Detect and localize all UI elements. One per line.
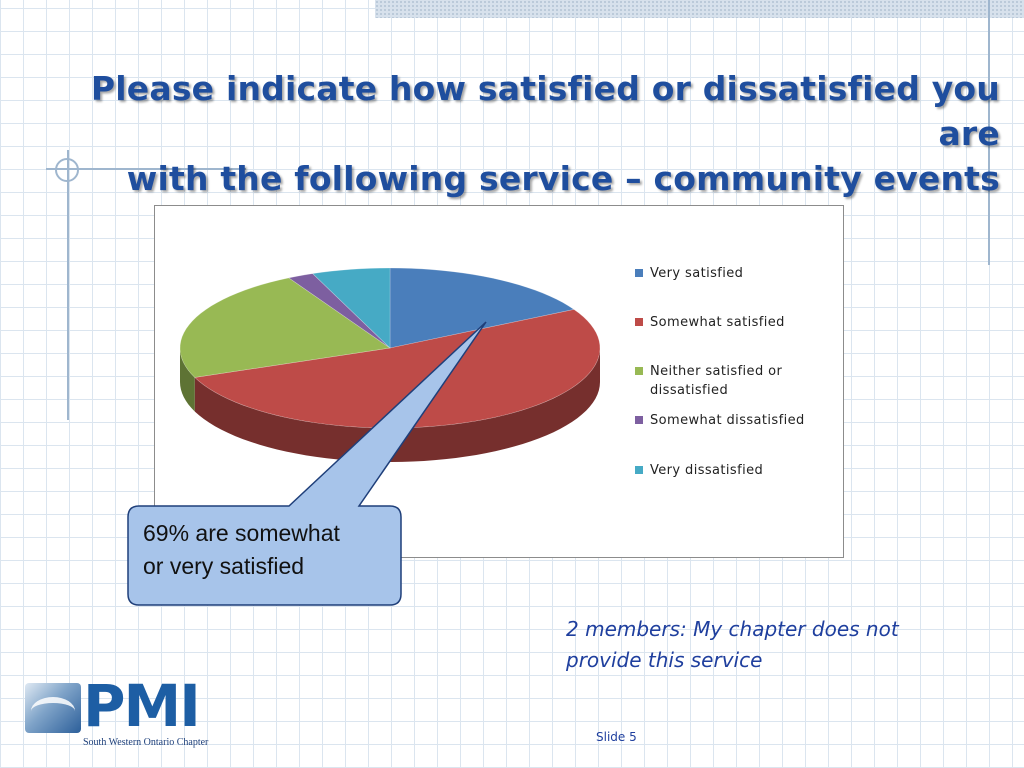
decor-line bbox=[67, 150, 69, 420]
legend-label: Somewhat dissatisfied bbox=[650, 413, 805, 428]
pie-slices bbox=[179, 267, 601, 429]
pmi-logo-caption: South Western Ontario Chapter bbox=[83, 737, 209, 748]
pmi-logo: PMI South Western Ontario Chapter bbox=[25, 677, 225, 753]
legend-swatch bbox=[635, 416, 643, 424]
callout-text: 69% are somewhat or very satisfied bbox=[143, 517, 398, 583]
legend-label: Neither satisfied or dissatisfied bbox=[650, 364, 783, 398]
legend-label: Very satisfied bbox=[650, 266, 744, 281]
slide-number: Slide 5 bbox=[596, 730, 637, 744]
header-decor-strip bbox=[375, 0, 1024, 18]
footnote-line-2: provide this service bbox=[566, 648, 763, 672]
legend-label: Very dissatisfied bbox=[650, 463, 764, 478]
legend-swatch bbox=[635, 367, 643, 375]
legend-swatch bbox=[635, 318, 643, 326]
callout-text-line-2: or very satisfied bbox=[143, 553, 305, 579]
footnote: 2 members: My chapter does not provide t… bbox=[566, 614, 966, 676]
decor-line bbox=[46, 168, 246, 170]
slide-title: Please indicate how satisfied or dissati… bbox=[20, 66, 1000, 201]
decor-circle bbox=[55, 158, 79, 182]
slide-title-line-1: Please indicate how satisfied or dissati… bbox=[90, 69, 1000, 153]
pmi-logo-mark bbox=[25, 683, 81, 733]
decor-line bbox=[988, 0, 990, 265]
slide-title-line-2: with the following service – community e… bbox=[126, 159, 1000, 198]
pmi-logo-letters: PMI bbox=[83, 672, 201, 740]
legend-swatch bbox=[635, 466, 643, 474]
legend-swatch bbox=[635, 269, 643, 277]
footnote-line-1: 2 members: My chapter does not bbox=[566, 617, 899, 641]
legend-label: Somewhat satisfied bbox=[650, 315, 785, 330]
callout-text-line-1: 69% are somewhat bbox=[143, 520, 340, 546]
pie-chart: Very satisfied Somewhat satisfied Neither … bbox=[154, 205, 844, 558]
